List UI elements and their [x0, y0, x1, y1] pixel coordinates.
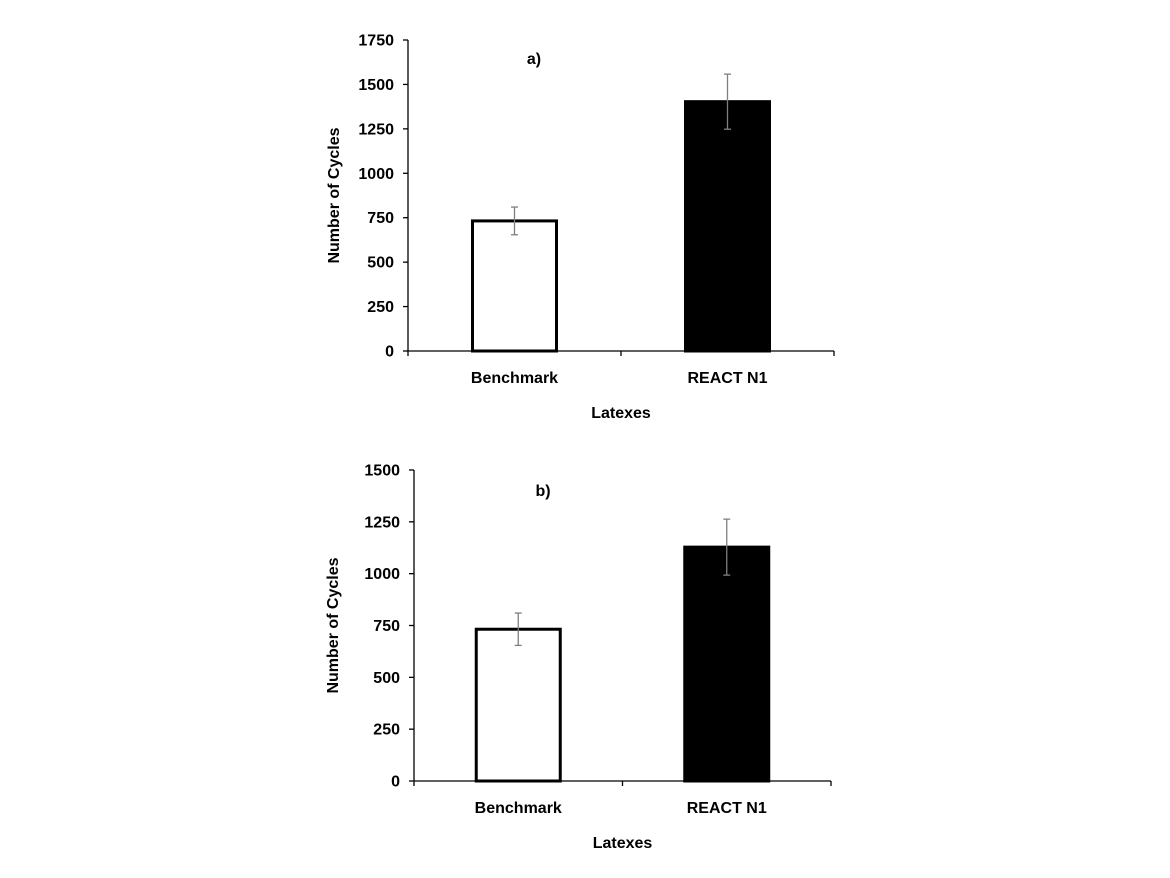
y-tick-label: 250 [373, 722, 400, 739]
y-tick-label: 500 [373, 670, 400, 687]
y-tick-label: 1250 [358, 121, 394, 138]
y-tick-label: 0 [391, 774, 400, 791]
y-tick-label: 750 [373, 618, 400, 635]
y-tick-label: 1000 [358, 166, 394, 183]
chart-panel-a: 0 250 500 750 1000 1250 1500 1750 Benchmark REACT… [326, 33, 835, 422]
y-tick-label: 1000 [364, 566, 400, 583]
y-tick-label: 1500 [364, 463, 400, 480]
bar-react-n1 [684, 100, 771, 353]
panel-label: b) [535, 483, 550, 500]
y-tick-label: 0 [385, 344, 394, 361]
y-tick-label: 250 [367, 299, 394, 316]
y-tick-label: 1500 [358, 77, 394, 94]
x-axis-title: Latexes [591, 405, 651, 422]
x-tick-label: Benchmark [475, 800, 562, 817]
chart-panel-b: 0 250 500 750 1000 1250 1500 Benchmark REACT N1 L… [325, 463, 832, 852]
y-tick-label: 1250 [364, 514, 400, 531]
x-axis-title: Latexes [593, 835, 653, 852]
panel-label: a) [527, 51, 541, 68]
x-tick-label: Benchmark [471, 370, 558, 387]
y-axis-title: Number of Cycles [326, 127, 343, 263]
bar-react-n1 [683, 545, 771, 783]
x-tick-label: REACT N1 [687, 800, 767, 817]
x-tick-label: REACT N1 [687, 370, 767, 387]
y-tick-label: 500 [367, 255, 394, 272]
bar-benchmark [474, 627, 562, 783]
y-tick-label: 750 [367, 210, 394, 227]
y-tick-label: 1750 [358, 33, 394, 50]
bar-benchmark [471, 219, 558, 353]
y-axis-title: Number of Cycles [325, 557, 342, 693]
